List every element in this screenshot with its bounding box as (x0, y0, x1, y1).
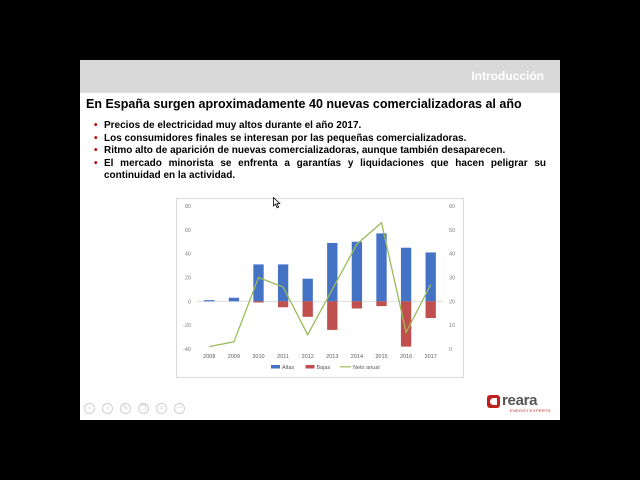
bar-bajas (376, 301, 387, 307)
bar-altas (228, 297, 240, 302)
x-tick-label: 2011 (277, 354, 289, 360)
y2-tick-label: 30 (449, 276, 455, 282)
bar-altas (277, 264, 289, 302)
bar-altas (400, 247, 412, 302)
bullet-dot-icon: • (94, 120, 98, 131)
slide: Introducción En España surgen aproximada… (80, 60, 560, 420)
logo-tagline: ENERGY EXPERTS (510, 408, 551, 413)
x-tick-label: 2013 (326, 354, 338, 360)
bullet-item: • El mercado minorista se enfrenta a gara… (94, 158, 546, 183)
bullet-item: • Los consumidores finales se interesan p… (94, 133, 546, 146)
slide-title: En España surgen aproximadamente 40 nuev… (86, 97, 522, 111)
y-tick-label: 20 (185, 276, 191, 282)
bullet-text: Precios de electricidad muy altos durant… (104, 120, 362, 131)
bar-altas (253, 264, 264, 302)
bar-altas (425, 252, 436, 302)
y2-tick-label: 50 (449, 228, 455, 234)
y2-tick-label: 10 (449, 323, 455, 329)
bar-bajas (400, 301, 412, 347)
header-band: Introducción (80, 60, 560, 93)
bullet-text: Los consumidores finales se interesan po… (104, 132, 467, 144)
bullet-dot-icon: • (94, 157, 98, 169)
x-tick-label: 2016 (400, 354, 412, 360)
line-neto-anual (209, 221, 432, 348)
bar-altas (376, 233, 387, 302)
y-tick-label: -40 (183, 347, 191, 353)
bullet-item: • Precios de electricidad muy altos duran… (94, 120, 546, 133)
bar-bajas (277, 301, 289, 308)
bullet-text: Ritmo alto de aparición de nuevas comerc… (104, 145, 506, 156)
logo-c-icon (487, 395, 500, 408)
y-tick-label: 40 (185, 252, 191, 258)
legend-swatch-bajas (305, 365, 315, 369)
y-tick-label: 0 (188, 299, 191, 305)
legend-label-neto-anual: Neto anual (353, 365, 380, 371)
legend-label-altas: Altas (282, 365, 294, 371)
copy-icon[interactable]: ❐ (138, 403, 149, 414)
x-tick-label: 2017 (425, 354, 437, 360)
forward-icon[interactable]: › (102, 403, 113, 414)
x-tick-label: 2015 (375, 354, 387, 360)
y-tick-label: 60 (185, 228, 191, 234)
y2-tick-label: 60 (449, 204, 455, 210)
x-tick-label: 2010 (252, 354, 264, 360)
x-tick-label: 2008 (203, 354, 215, 360)
bar-bajas (253, 301, 264, 303)
pen-icon[interactable]: ✎ (120, 403, 131, 414)
bullet-dot-icon: • (94, 132, 98, 144)
bar-bajas (351, 301, 363, 309)
x-tick-label: 2012 (302, 354, 314, 360)
bar-altas (351, 241, 363, 302)
creara-logo: reara ENERGY EXPERTS (487, 392, 551, 414)
y2-tick-label: 40 (449, 252, 455, 258)
bar-bajas (302, 301, 313, 317)
chart-container: 80 60 40 20 0 -20 -40 60 50 40 30 20 10 0 2008 2009 2010… (176, 198, 464, 378)
bar-bajas (327, 301, 338, 330)
bullet-list: • Precios de electricidad muy altos duran… (94, 120, 546, 183)
y2-tick-label: 20 (449, 299, 455, 305)
bar-bajas (425, 301, 436, 319)
legend-label-bajas: Bajas (317, 365, 331, 371)
zoom-icon[interactable]: ⌕ (156, 403, 167, 414)
section-title: Introducción (471, 69, 544, 83)
y-tick-label: -20 (183, 323, 191, 329)
y-tick-label: 80 (185, 204, 191, 210)
x-tick-label: 2009 (228, 354, 240, 360)
bullet-text: El mercado minorista se enfrenta a garan… (104, 157, 546, 182)
bar-altas (327, 242, 338, 302)
logo-wordmark: reara (502, 392, 538, 409)
bullet-item: • Ritmo alto de aparición de nuevas comer… (94, 145, 546, 158)
legend-swatch-altas (271, 365, 280, 369)
bar-altas (302, 278, 313, 302)
mouse-cursor-icon (273, 197, 281, 209)
x-tick-label: 2014 (351, 354, 363, 360)
back-icon[interactable]: ‹ (84, 403, 95, 414)
bullet-dot-icon: • (94, 145, 98, 156)
bar-altas (204, 300, 215, 302)
y2-tick-label: 0 (449, 347, 452, 353)
more-icon[interactable]: ⋯ (174, 403, 185, 414)
